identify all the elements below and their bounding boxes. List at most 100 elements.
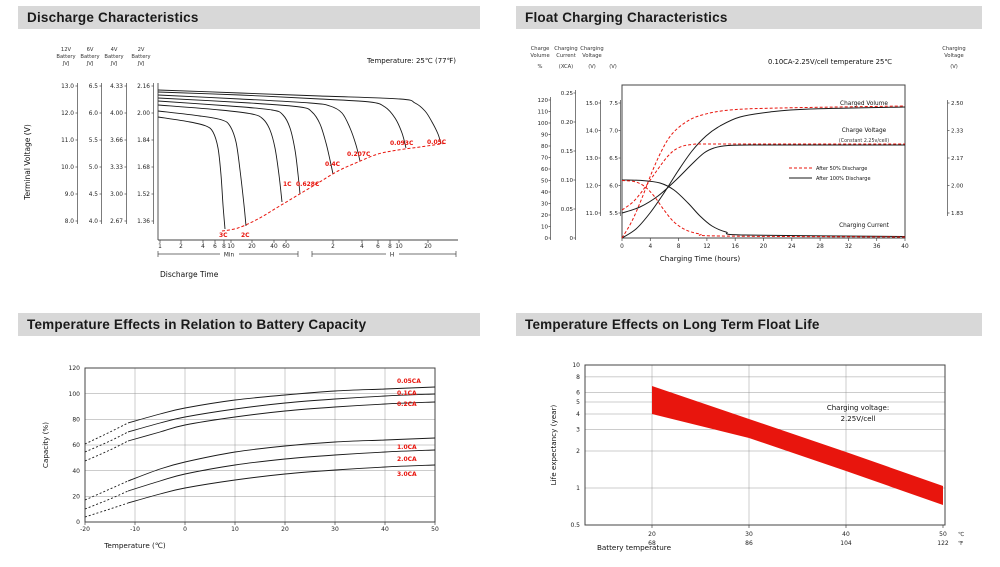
y-tick-labels: 5: [576, 399, 580, 406]
condition-note: 0.10CA-2.25V/cell temperature 25℃: [768, 58, 892, 66]
scale-header-row3: JVJ: [62, 61, 70, 67]
charge-voltage-label: Charge Voltage: [842, 128, 887, 134]
x-tick-labels-fahrenheit: 104: [840, 540, 852, 547]
label-0-05c: 0.05C: [427, 139, 447, 146]
x-tick-labels: 6: [376, 244, 380, 250]
volume-ticks: 100: [538, 121, 549, 127]
scale-header-row3: (V): [609, 64, 617, 70]
ticks-6v: 5.5: [89, 138, 99, 144]
ticks-6v: 5.0: [89, 165, 99, 171]
ticks-4v: 4.00: [110, 111, 123, 117]
panel-title-discharge: Discharge Characteristics: [18, 6, 480, 29]
end-of-discharge-guide: [221, 142, 448, 232]
voltage-12v-ticks: 12.0: [586, 183, 599, 189]
volume-ticks: 40: [541, 190, 548, 196]
plot-frame: [84, 367, 436, 523]
y-axis-title: Life expectancy (year): [549, 404, 558, 485]
curve-3-0ca-dashed: [84, 502, 129, 518]
ticks-4v: 3.00: [110, 192, 123, 198]
x-tick-labels: 16: [732, 244, 740, 250]
label-0-628c: 0.628C: [296, 181, 320, 188]
ticks-2v: 1.68: [137, 165, 150, 171]
curve-0-05c: [157, 89, 442, 145]
ticks-4v: 4.33: [110, 84, 123, 90]
x-tick-labels-fahrenheit: 68: [648, 540, 656, 547]
x-tick-labels-celsius: 20: [648, 531, 656, 538]
charge-voltage-100: [621, 144, 906, 214]
label-0-1ca: 0.1CA: [397, 390, 417, 397]
voltage-6v-ticks: 5.5: [609, 211, 618, 217]
current-ticks: 0.25: [561, 91, 574, 97]
curve-0-05ca-dashed: [84, 422, 129, 445]
panel-discharge-characteristics: Discharge Characteristics 12V 6V 4V 2V Batte…: [10, 6, 488, 302]
ticks-12v: 9.0: [65, 192, 75, 198]
voltage-12v-ticks: 14.0: [586, 128, 599, 134]
scale-header-row2: Battery: [131, 54, 150, 60]
curve-0-05ca: [127, 386, 436, 424]
charge-voltage-50: [621, 143, 906, 211]
scale-header-row2: Volume: [530, 53, 549, 59]
scale-header-row3: (V): [950, 64, 958, 70]
x-tick-labels: 28: [816, 244, 824, 250]
min-unit-label: Min: [224, 253, 235, 259]
panel-float-life: Temperature Effects on Long Term Float L…: [510, 313, 990, 565]
panel-title-temperature-capacity: Temperature Effects in Relation to Batte…: [18, 313, 480, 336]
x-tick-labels: 4: [648, 244, 652, 250]
curve-0-2ca: [127, 401, 436, 442]
curve-3c: [157, 116, 226, 230]
scale-header-row1: 2V: [138, 47, 145, 53]
voltage-cell-ticks: 2.17: [951, 156, 964, 162]
x-tick-labels-fahrenheit: 122: [937, 540, 949, 547]
ticks-4v: 3.66: [110, 138, 123, 144]
scale-header-row1: 6V: [87, 47, 94, 53]
volume-ticks: 50: [541, 178, 548, 184]
y-axis-title: Capacity (%): [41, 422, 50, 468]
scale-header-row1: Charging: [580, 46, 603, 52]
scale-header-row1: Charging: [554, 46, 577, 52]
ticks-2v: 1.36: [137, 219, 150, 225]
x-tick-labels-celsius: 30: [745, 531, 753, 538]
y-tick-labels: 80: [72, 416, 80, 423]
x-tick-labels: 36: [873, 244, 881, 250]
x-tick-labels: 20: [281, 526, 289, 533]
x-tick-labels: 40: [901, 244, 909, 250]
current-ticks: 0: [570, 236, 574, 242]
label-0-093c: 0.093C: [390, 140, 414, 147]
x-tick-labels: -10: [130, 526, 140, 533]
x-tick-labels: 24: [788, 244, 796, 250]
y-tick-labels: 120: [69, 365, 81, 372]
y-axis-title: Terminal Voltage (V): [23, 124, 32, 201]
y-tick-labels: 6: [576, 389, 580, 396]
plot-frame: [584, 364, 946, 526]
label-2-0ca: 2.0CA: [397, 456, 417, 463]
panel-temperature-capacity: Temperature Effects in Relation to Batte…: [10, 313, 488, 565]
x-tick-labels: 50: [431, 526, 439, 533]
scale-header-row2: Battery: [56, 54, 75, 60]
y-tick-labels: 60: [72, 442, 80, 449]
ticks-4v: 3.33: [110, 165, 123, 171]
scale-header-row3: (V): [588, 64, 596, 70]
curve-0-093c: [157, 91, 407, 149]
curve-0-2ca-dashed: [84, 440, 129, 462]
x-tick-labels: 20: [248, 244, 256, 250]
volume-ticks: 80: [541, 144, 548, 150]
x-axis-title: Discharge Time: [160, 270, 219, 279]
x-axis-title: Battery temperature: [597, 543, 672, 552]
x-tick-labels: 30: [331, 526, 339, 533]
scale-header-row2: Voltage: [944, 53, 963, 59]
charging-current-label: Charging Current: [839, 223, 890, 229]
x-tick-labels: 1: [158, 244, 162, 250]
label-2c: 2C: [241, 232, 250, 239]
ticks-12v: 13.0: [61, 84, 74, 90]
current-ticks: 0.10: [561, 178, 574, 184]
volume-ticks: 10: [541, 224, 548, 230]
ticks-6v: 6.5: [89, 84, 99, 90]
x-tick-labels: 4: [201, 244, 205, 250]
volume-ticks: 110: [538, 109, 549, 115]
label-3c: 3C: [219, 232, 228, 239]
x-tick-labels: 20: [424, 244, 432, 250]
voltage-12v-ticks: 13.0: [586, 156, 599, 162]
x-tick-labels: 2: [331, 244, 335, 250]
voltage-cell-ticks: 2.33: [951, 128, 964, 134]
